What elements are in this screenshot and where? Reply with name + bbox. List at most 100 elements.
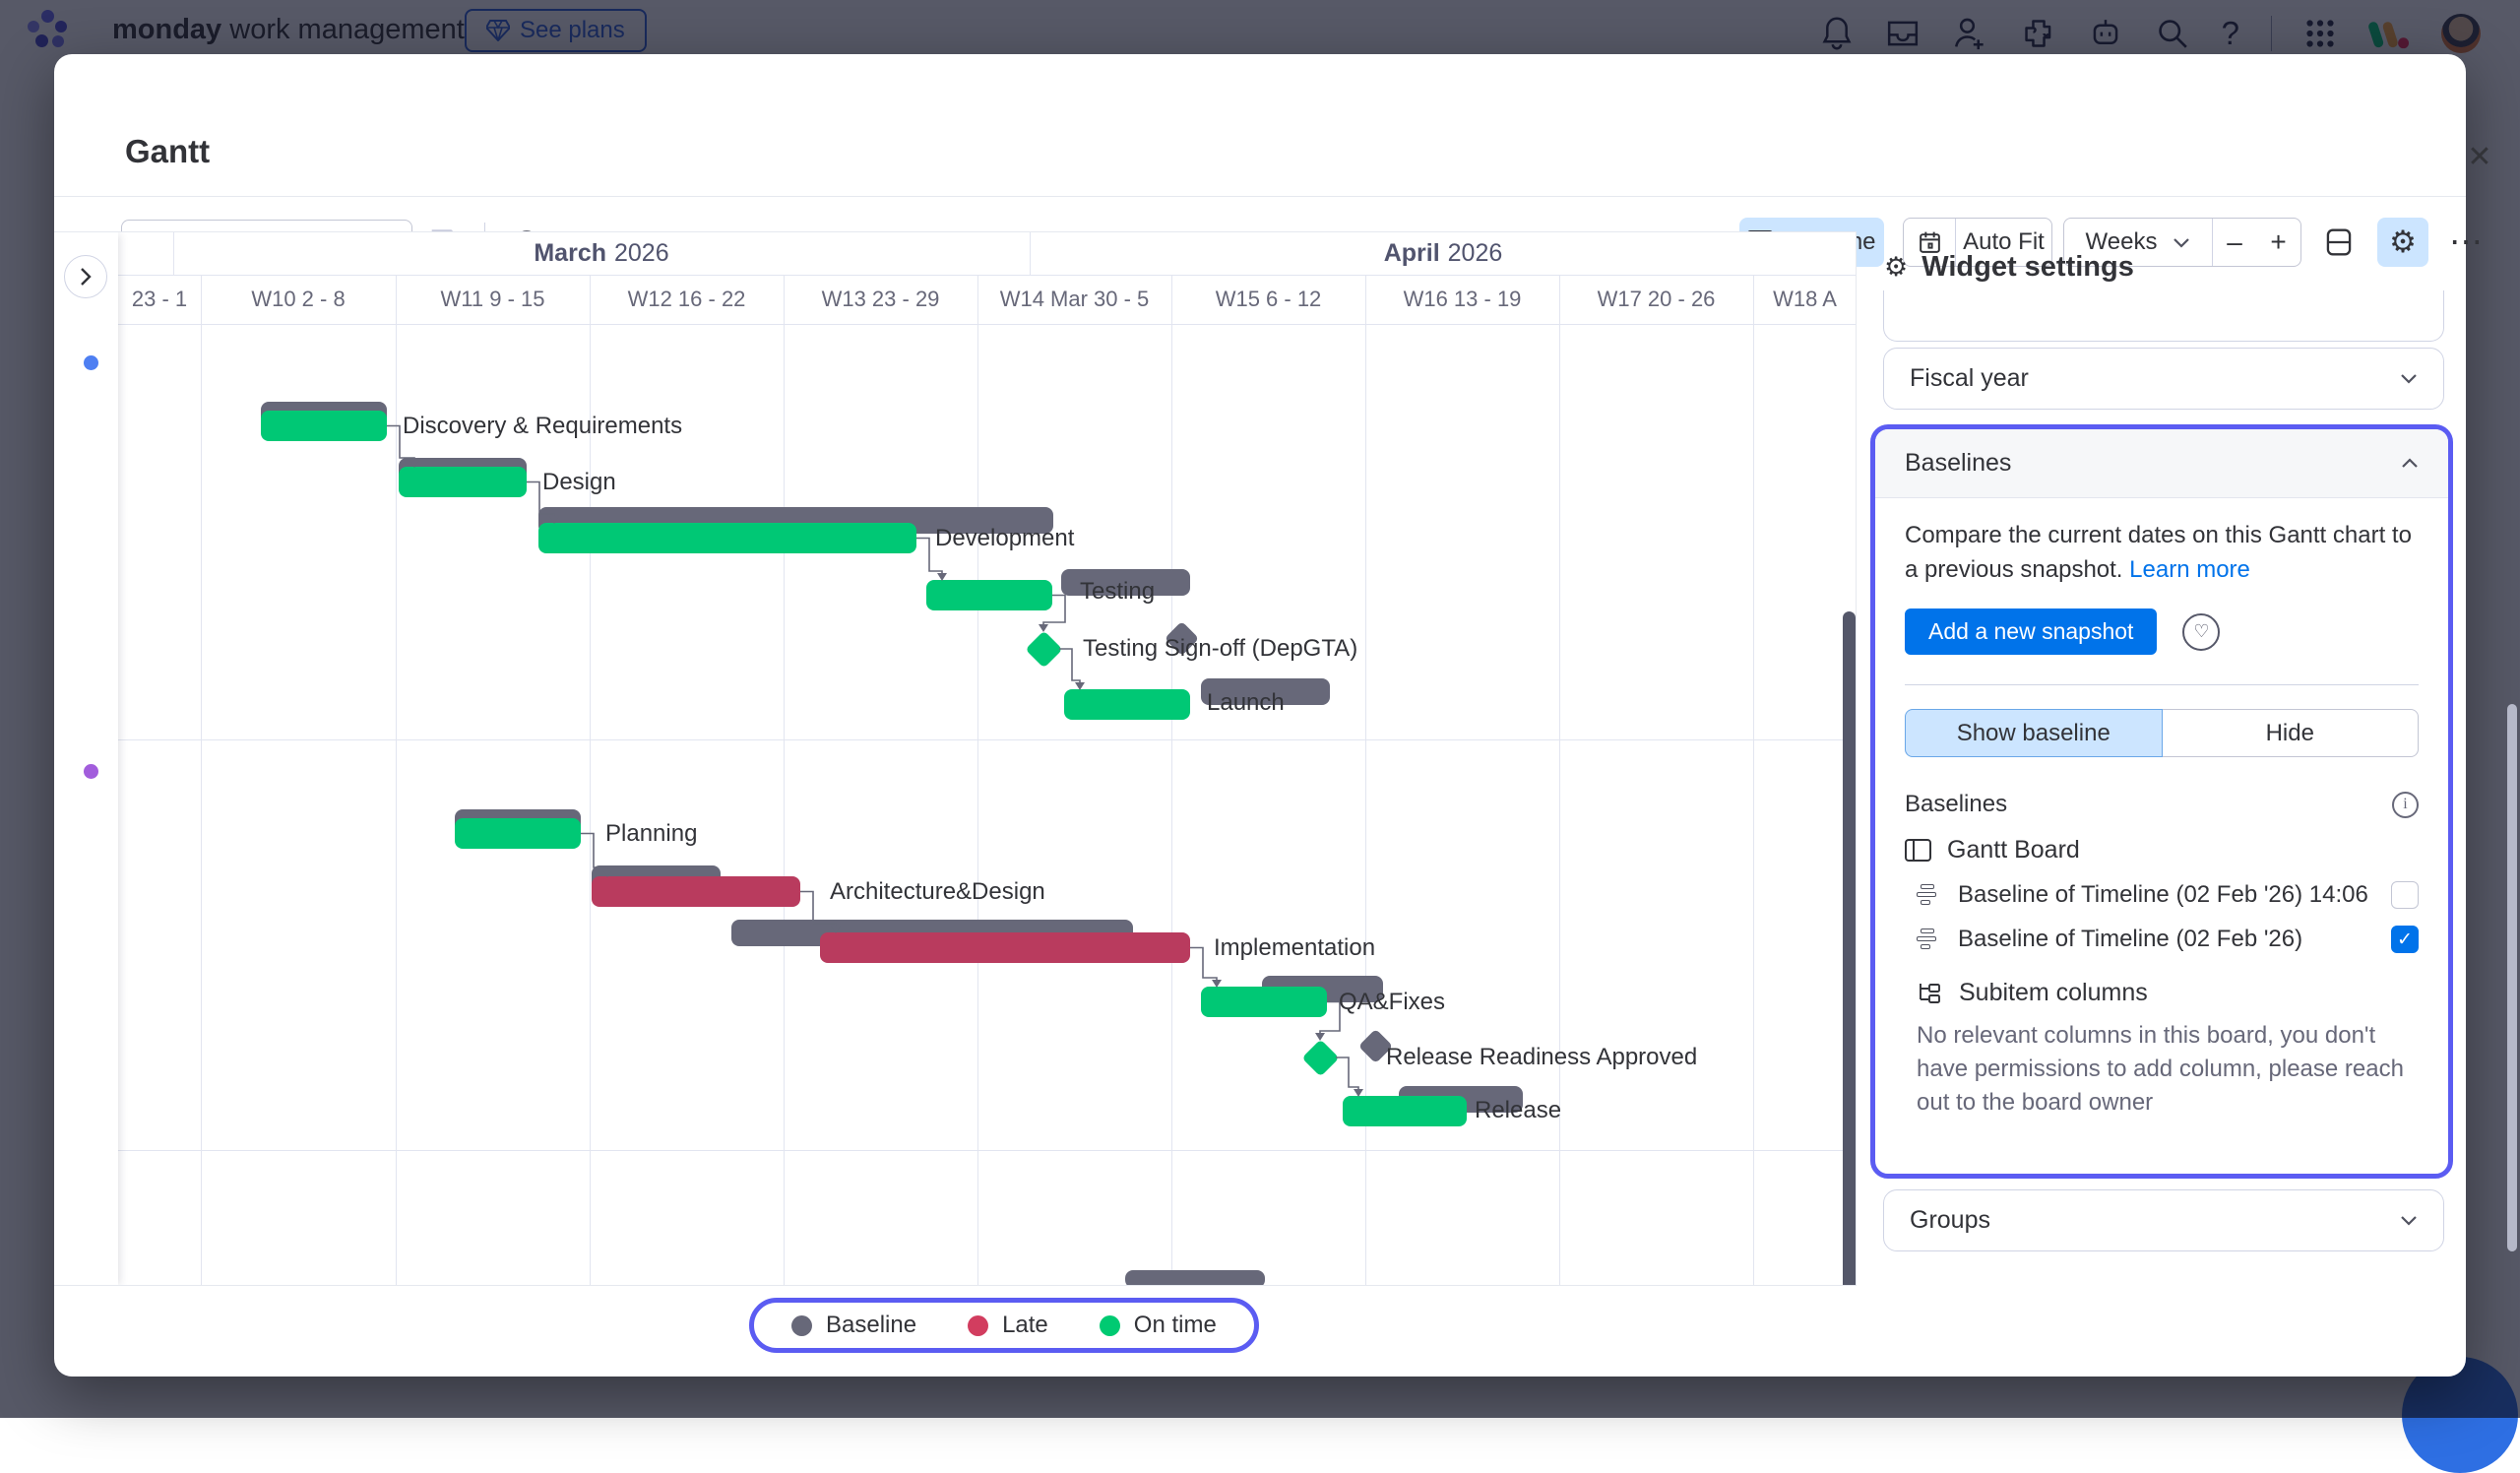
auto-fit-button[interactable]: Auto Fit	[1955, 219, 2051, 266]
task-milestone-signoff[interactable]	[1025, 630, 1063, 669]
chevron-down-icon	[2401, 374, 2417, 384]
add-snapshot-button[interactable]: Add a new snapshot	[1905, 608, 2158, 655]
chevron-down-icon	[2401, 1216, 2417, 1226]
week-header-cell: W12 16 - 22	[627, 287, 746, 311]
task-bar-testing[interactable]	[926, 580, 1052, 610]
week-grid-line	[1365, 275, 1366, 1285]
month-boundary-line	[1030, 232, 1031, 275]
baselines-list-title: Baselines	[1905, 791, 2008, 817]
task-bar-development[interactable]	[538, 523, 916, 553]
week-header-cell: W10 2 - 8	[251, 287, 346, 311]
timeline-rows-icon	[1917, 929, 1942, 950]
week-header-cell: W13 23 - 29	[821, 287, 940, 311]
expand-table-button[interactable]	[64, 255, 107, 298]
baselines-description-text: Compare the current dates on this Gantt …	[1905, 522, 2412, 583]
dependency-connectors	[387, 424, 1363, 1097]
modal-title: Gantt	[125, 133, 211, 169]
groups-dropdown[interactable]: Groups	[1883, 1189, 2444, 1251]
week-header-cell: 23 - 1	[131, 287, 188, 311]
collapsed-table-strip	[54, 232, 118, 1285]
widget-settings-title: ⚙ Widget settings	[1884, 251, 2134, 284]
hide-baseline-option[interactable]: Hide	[2162, 709, 2419, 757]
zoom-unit-select[interactable]: Weeks	[2064, 219, 2212, 266]
learn-more-link[interactable]: Learn more	[2129, 556, 2250, 583]
feedback-heart-icon[interactable]: ♡	[2182, 612, 2221, 651]
zoom-unit-value: Weeks	[2085, 228, 2158, 255]
more-options-button[interactable]: ⋯	[2449, 224, 2483, 261]
legend-label: Baseline	[826, 1312, 917, 1338]
calendar-button[interactable]	[1904, 219, 1955, 266]
week-header-cell: W14 Mar 30 - 5	[999, 287, 1150, 311]
task-bar-planning[interactable]	[455, 818, 581, 849]
header-divider	[54, 196, 2466, 197]
subitem-columns-label: Subitem columns	[1959, 979, 2148, 1006]
fiscal-year-dropdown[interactable]: Fiscal year	[1883, 348, 2444, 410]
task-label-planning: Planning	[605, 820, 698, 847]
baseline-bar-launch[interactable]	[1201, 678, 1330, 705]
legend-item: Baseline	[791, 1312, 916, 1339]
week-grid-line	[396, 275, 397, 1285]
task-label-design: Design	[542, 469, 616, 495]
legend-dot	[1099, 1314, 1120, 1336]
chevron-up-icon	[2402, 458, 2418, 468]
baseline-item-label: Baseline of Timeline (02 Feb '26) 14:06	[1958, 881, 2368, 908]
close-icon[interactable]: ✕	[2467, 140, 2492, 173]
group-color-dot[interactable]	[84, 764, 98, 779]
gantt-legend: Baseline Late On time	[749, 1298, 1259, 1353]
board-icon	[1905, 839, 1931, 862]
show-baseline-option[interactable]: Show baseline	[1905, 709, 2163, 757]
task-label-discovery: Discovery & Requirements	[403, 413, 683, 439]
legend-dot	[968, 1314, 989, 1336]
task-bar-release[interactable]	[1343, 1096, 1467, 1126]
baselines-section-header[interactable]: Baselines	[1875, 429, 2448, 498]
baseline-item-row: Baseline of Timeline (02 Feb '26) ✓	[1917, 926, 2419, 953]
split-view-button[interactable]	[2315, 218, 2362, 267]
task-label-qafixes: QA&Fixes	[1339, 989, 1446, 1015]
baseline-bar-testing[interactable]	[1061, 569, 1190, 596]
widget-settings-label: Widget settings	[1922, 251, 2134, 283]
legend-item: Late	[968, 1312, 1048, 1339]
task-label-testing: Testing	[1080, 578, 1156, 605]
task-bar-qafixes[interactable]	[1201, 987, 1327, 1017]
legend-label: Late	[1002, 1312, 1048, 1338]
chevron-down-icon	[2174, 237, 2190, 248]
widget-settings-panel: ⚙ Widget settings Fiscal year Baselines …	[1870, 241, 2517, 1377]
baseline-bar-partial	[1125, 1270, 1265, 1285]
weeks-row-divider	[118, 324, 1856, 325]
legend-dot	[791, 1314, 812, 1336]
zoom-in-button[interactable]: +	[2270, 226, 2287, 257]
months-row-divider	[118, 275, 1856, 276]
task-bar-implementation[interactable]	[820, 932, 1190, 963]
week-grid-line	[1559, 275, 1560, 1285]
chart-vertical-scrollbar[interactable]	[1843, 611, 1856, 1285]
task-milestone-releaseready[interactable]	[1301, 1039, 1340, 1077]
baseline-visibility-toggle: Show baseline Hide	[1905, 709, 2419, 757]
subitem-hierarchy-icon	[1920, 984, 1940, 1003]
task-bar-discovery[interactable]	[261, 411, 387, 441]
task-bar-launch[interactable]	[1064, 689, 1190, 720]
widget-settings-button[interactable]: ⚙	[2377, 218, 2428, 267]
task-bar-archdesign[interactable]	[592, 876, 800, 907]
group-color-dot[interactable]	[84, 355, 98, 370]
panel-scrollbar[interactable]	[2507, 704, 2517, 1251]
baseline-checkbox-unchecked[interactable]	[2391, 881, 2419, 909]
groups-label: Groups	[1910, 1206, 1990, 1234]
baselines-header-label: Baselines	[1905, 449, 2012, 477]
baseline-checkbox-checked[interactable]: ✓	[2391, 926, 2419, 953]
zoom-out-button[interactable]: –	[2212, 219, 2256, 266]
week-grid-line	[201, 275, 202, 1285]
gantt-chart-area: March 2026 April 2026 23 - 1 W10 2 - 8 W11 9 -…	[54, 231, 1857, 1286]
task-bar-design[interactable]	[399, 467, 527, 497]
task-label-launch: Launch	[1207, 689, 1285, 716]
info-icon[interactable]: i	[2392, 791, 2419, 818]
baselines-section-highlighted: Baselines Compare the current dates on t…	[1870, 424, 2453, 1179]
baseline-item-label: Baseline of Timeline (02 Feb '26)	[1958, 926, 2303, 952]
task-label-releaseready: Release Readiness Approved	[1386, 1044, 1698, 1070]
group-separator-line	[118, 1150, 1856, 1151]
fiscal-year-label: Fiscal year	[1910, 364, 2029, 392]
week-header-cell: W18 A	[1773, 287, 1837, 311]
week-header-cell: W17 20 - 26	[1597, 287, 1716, 311]
month-header-cell: April 2026	[1383, 239, 1503, 267]
task-label-archdesign: Architecture&Design	[830, 878, 1045, 905]
calendar-icon	[1919, 231, 1940, 253]
